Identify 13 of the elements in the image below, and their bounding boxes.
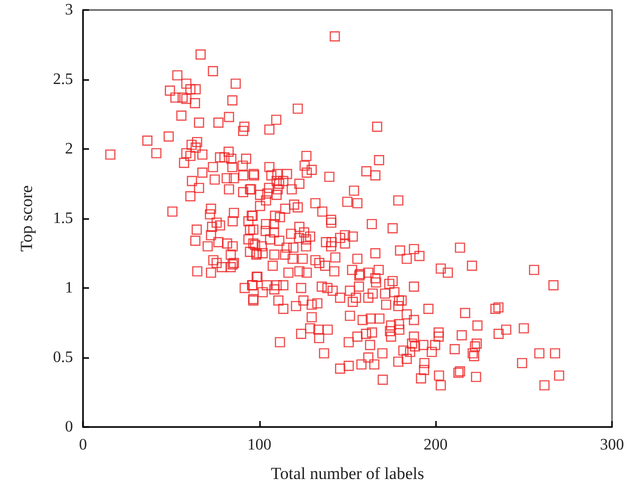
x-axis-title: Total number of labels (270, 464, 424, 483)
y-tick-label: 1 (65, 280, 73, 296)
x-tick-label: 300 (600, 436, 624, 454)
x-tick-label: 200 (424, 436, 448, 454)
y-tick-label: 3 (65, 2, 73, 18)
y-axis-title: Top score (17, 185, 36, 252)
y-tick-label: 2 (65, 140, 73, 158)
y-tick-label: 0.5 (53, 349, 73, 366)
y-tick-label: 1.5 (53, 210, 73, 227)
y-tick-label: 0 (65, 418, 73, 436)
y-tick-label: 2.5 (53, 71, 73, 88)
x-tick-label: 0 (79, 436, 87, 454)
x-tick-label: 100 (247, 436, 272, 454)
